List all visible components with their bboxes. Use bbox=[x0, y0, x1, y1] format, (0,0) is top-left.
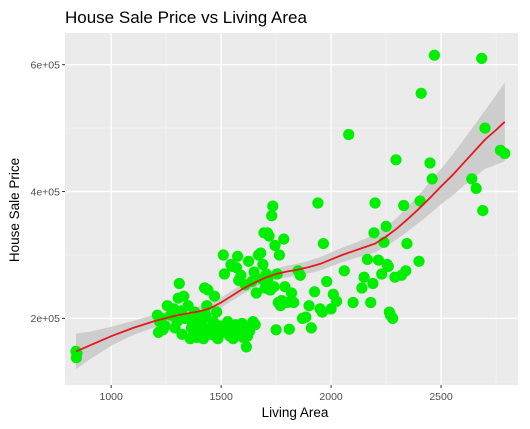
y-axis-title: House Sale Price bbox=[7, 158, 22, 262]
data-point bbox=[200, 309, 212, 321]
y-axis-ticks: 2e+05 4e+05 6e+05 bbox=[31, 60, 65, 325]
data-point bbox=[232, 250, 244, 262]
data-point bbox=[356, 282, 368, 294]
data-point bbox=[382, 260, 394, 272]
data-point bbox=[248, 266, 260, 278]
data-point bbox=[235, 269, 247, 281]
data-points bbox=[70, 49, 511, 364]
data-point bbox=[240, 341, 252, 353]
data-point bbox=[283, 323, 295, 335]
x-tick-label: 2500 bbox=[429, 391, 453, 403]
data-point bbox=[269, 239, 281, 252]
data-point bbox=[208, 290, 221, 302]
data-point bbox=[466, 173, 478, 185]
x-axis-title: Living Area bbox=[262, 405, 329, 420]
data-point bbox=[176, 328, 188, 340]
data-point bbox=[250, 287, 262, 299]
data-point bbox=[413, 255, 425, 267]
data-point bbox=[317, 238, 329, 250]
data-point bbox=[268, 281, 280, 293]
data-point bbox=[361, 253, 373, 265]
data-point bbox=[288, 296, 300, 309]
data-point bbox=[401, 238, 413, 250]
x-axis-ticks: 1000 1500 2000 2500 bbox=[99, 385, 453, 403]
data-point bbox=[278, 233, 290, 245]
data-point bbox=[218, 268, 230, 280]
data-point bbox=[321, 276, 333, 288]
data-point bbox=[178, 290, 190, 302]
data-point bbox=[246, 276, 258, 288]
y-tick-label: 6e+05 bbox=[31, 60, 61, 72]
data-point bbox=[470, 182, 482, 194]
data-point bbox=[343, 128, 355, 141]
data-point bbox=[257, 258, 269, 271]
data-point bbox=[338, 265, 350, 277]
data-point bbox=[380, 220, 392, 232]
data-point bbox=[390, 154, 402, 166]
data-point bbox=[499, 147, 511, 160]
data-point bbox=[267, 200, 279, 212]
data-point bbox=[368, 227, 380, 239]
data-point bbox=[273, 249, 285, 261]
data-point bbox=[255, 247, 267, 259]
data-point bbox=[159, 320, 171, 332]
major-gridlines bbox=[65, 33, 518, 385]
data-point bbox=[415, 87, 427, 99]
data-point bbox=[303, 300, 315, 312]
data-point bbox=[270, 324, 282, 336]
data-point bbox=[331, 295, 343, 307]
data-point bbox=[376, 268, 388, 280]
data-point bbox=[285, 287, 298, 299]
data-point bbox=[426, 173, 438, 185]
smooth-line bbox=[75, 121, 506, 353]
data-point bbox=[365, 296, 377, 309]
confidence-band bbox=[76, 82, 505, 370]
data-point bbox=[249, 319, 261, 331]
data-point bbox=[263, 230, 275, 242]
data-point bbox=[173, 277, 185, 290]
data-point bbox=[211, 306, 223, 318]
data-point bbox=[398, 199, 410, 212]
data-point bbox=[367, 277, 379, 290]
x-tick-label: 2000 bbox=[319, 391, 343, 403]
data-point bbox=[372, 254, 384, 266]
data-point bbox=[347, 296, 359, 309]
data-point bbox=[243, 255, 255, 267]
x-tick-label: 1000 bbox=[99, 391, 123, 403]
y-tick-label: 2e+05 bbox=[31, 313, 61, 325]
data-point bbox=[424, 157, 436, 169]
data-point bbox=[428, 49, 440, 61]
data-point bbox=[477, 205, 489, 217]
data-point bbox=[305, 322, 317, 334]
y-tick-label: 4e+05 bbox=[31, 186, 61, 198]
x-tick-label: 1500 bbox=[209, 391, 233, 403]
data-point bbox=[266, 210, 278, 222]
data-point bbox=[217, 249, 229, 261]
chart-title: House Sale Price vs Living Area bbox=[65, 8, 307, 27]
data-point bbox=[358, 271, 370, 283]
data-point bbox=[300, 311, 312, 323]
data-point bbox=[309, 286, 321, 298]
data-point bbox=[369, 197, 381, 209]
data-point bbox=[400, 265, 412, 277]
data-point bbox=[387, 312, 399, 324]
data-point bbox=[294, 269, 306, 281]
data-point bbox=[479, 122, 491, 134]
data-point bbox=[312, 197, 324, 209]
data-point bbox=[476, 52, 488, 64]
data-point bbox=[316, 306, 328, 318]
